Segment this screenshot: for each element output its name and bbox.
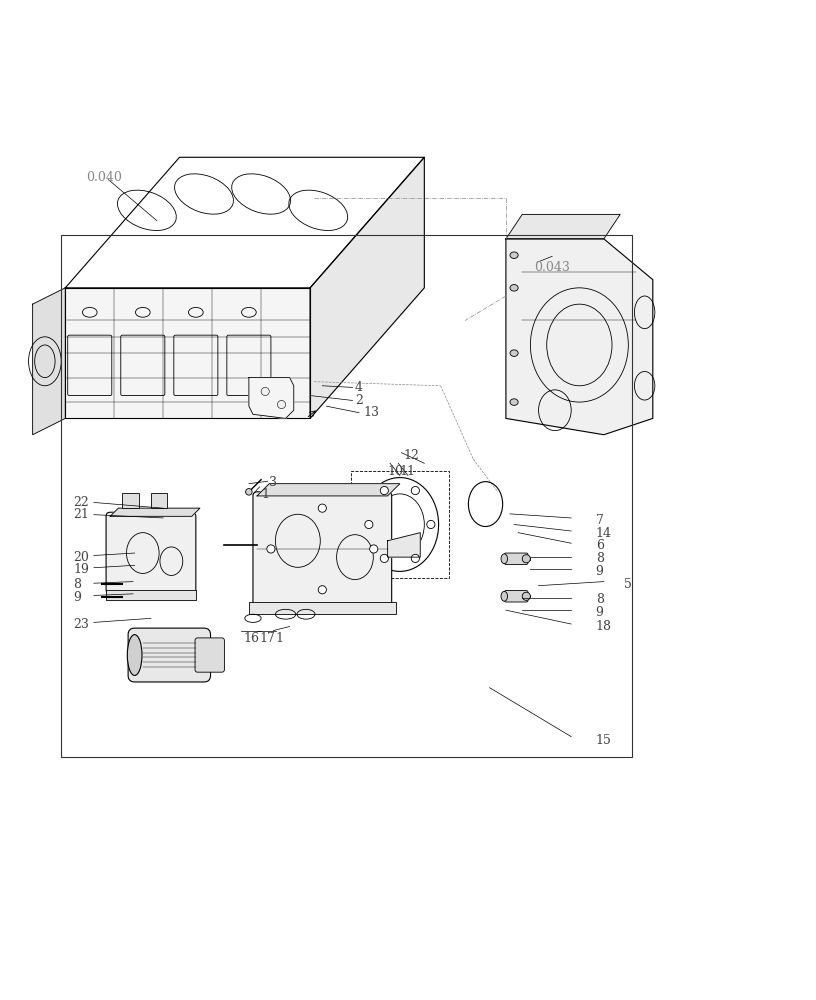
- Ellipse shape: [510, 350, 518, 356]
- Bar: [61, 235, 632, 757]
- Polygon shape: [388, 533, 420, 557]
- FancyBboxPatch shape: [195, 638, 224, 672]
- Ellipse shape: [127, 635, 142, 675]
- Ellipse shape: [510, 399, 518, 405]
- FancyBboxPatch shape: [106, 590, 196, 600]
- Text: 1: 1: [276, 632, 284, 645]
- Polygon shape: [249, 378, 294, 418]
- Text: 7: 7: [596, 514, 604, 527]
- Ellipse shape: [246, 489, 252, 495]
- Ellipse shape: [427, 520, 435, 529]
- Text: 22: 22: [73, 496, 89, 509]
- Ellipse shape: [277, 400, 286, 409]
- Ellipse shape: [380, 486, 388, 495]
- FancyBboxPatch shape: [504, 553, 528, 564]
- Ellipse shape: [510, 252, 518, 258]
- Text: 4: 4: [355, 381, 363, 394]
- FancyBboxPatch shape: [122, 493, 139, 508]
- Text: 21: 21: [73, 508, 89, 521]
- FancyBboxPatch shape: [106, 512, 196, 594]
- Text: 17: 17: [259, 632, 275, 645]
- Text: 9: 9: [73, 591, 82, 604]
- Polygon shape: [33, 288, 65, 435]
- Ellipse shape: [501, 591, 508, 601]
- Text: 14: 14: [596, 527, 612, 540]
- Ellipse shape: [522, 555, 530, 563]
- Text: 0.043: 0.043: [534, 261, 570, 274]
- FancyBboxPatch shape: [128, 628, 211, 682]
- Ellipse shape: [365, 520, 373, 529]
- Text: 9: 9: [596, 565, 604, 578]
- Polygon shape: [257, 484, 400, 496]
- Text: 15: 15: [596, 734, 611, 747]
- FancyBboxPatch shape: [249, 602, 396, 614]
- Ellipse shape: [361, 478, 439, 571]
- Polygon shape: [506, 239, 653, 435]
- Ellipse shape: [522, 592, 530, 600]
- Text: 23: 23: [73, 618, 89, 631]
- Text: 9: 9: [596, 606, 604, 619]
- Ellipse shape: [370, 545, 378, 553]
- Ellipse shape: [318, 504, 326, 512]
- Text: 2: 2: [355, 394, 363, 407]
- Ellipse shape: [501, 554, 508, 564]
- Text: 1: 1: [261, 488, 269, 501]
- Ellipse shape: [261, 387, 269, 396]
- FancyBboxPatch shape: [253, 492, 392, 606]
- Text: 20: 20: [73, 551, 89, 564]
- Ellipse shape: [380, 554, 388, 562]
- Ellipse shape: [318, 586, 326, 594]
- Text: 5: 5: [624, 578, 632, 591]
- Text: 0.040: 0.040: [86, 171, 122, 184]
- Text: 11: 11: [400, 465, 416, 478]
- Text: 6: 6: [596, 539, 604, 552]
- Text: 16: 16: [243, 632, 259, 645]
- Text: 10: 10: [388, 465, 404, 478]
- Polygon shape: [310, 157, 424, 418]
- Text: 8: 8: [596, 552, 604, 565]
- FancyBboxPatch shape: [151, 493, 167, 508]
- Ellipse shape: [510, 285, 518, 291]
- Polygon shape: [65, 157, 424, 288]
- Text: 13: 13: [363, 406, 379, 419]
- FancyBboxPatch shape: [504, 591, 528, 602]
- Polygon shape: [65, 288, 310, 418]
- Text: 8: 8: [73, 578, 82, 591]
- Text: 19: 19: [73, 563, 89, 576]
- Ellipse shape: [411, 486, 419, 495]
- Polygon shape: [506, 214, 620, 239]
- Text: 3: 3: [269, 476, 277, 489]
- Text: 8: 8: [596, 593, 604, 606]
- Polygon shape: [110, 508, 200, 516]
- Ellipse shape: [267, 545, 275, 553]
- Text: 12: 12: [404, 449, 419, 462]
- Text: 18: 18: [596, 620, 612, 633]
- Ellipse shape: [411, 554, 419, 562]
